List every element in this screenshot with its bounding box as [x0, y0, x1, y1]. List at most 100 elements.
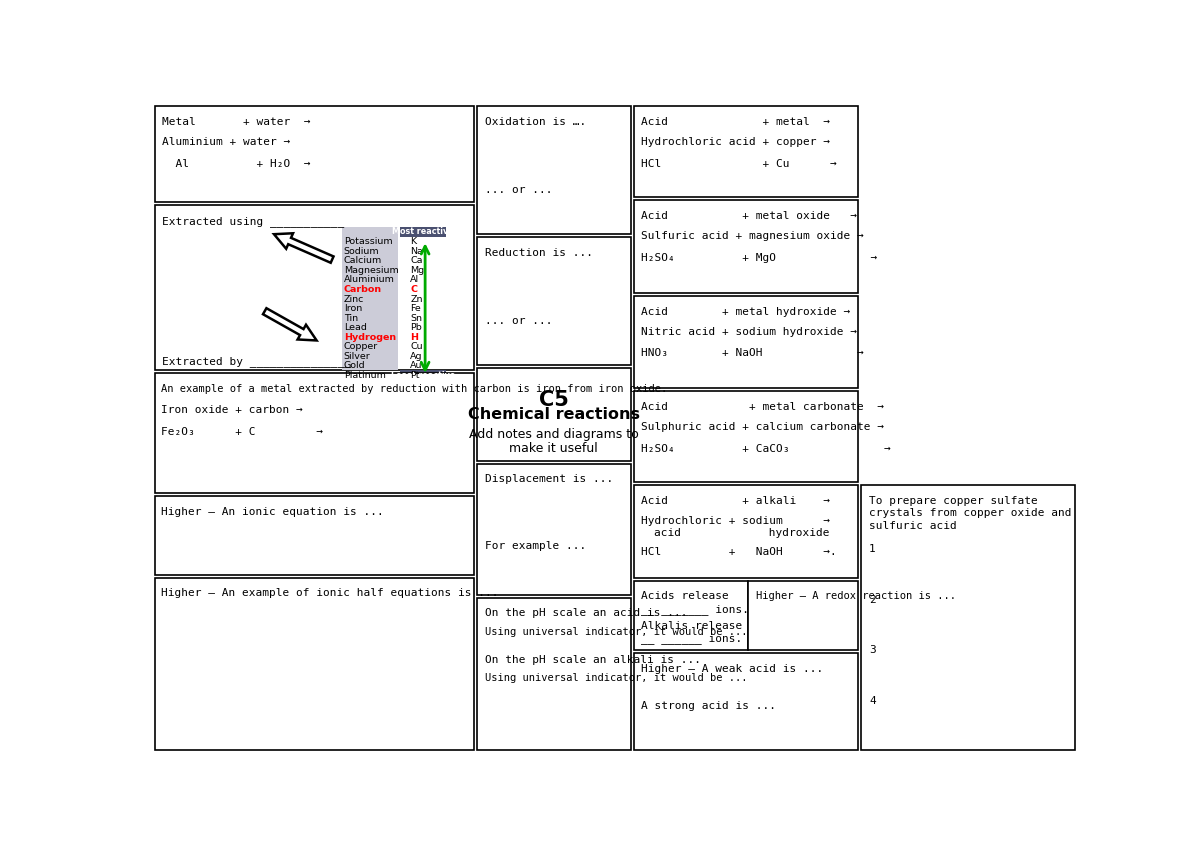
Text: Acid              + metal  →: Acid + metal →: [641, 117, 830, 127]
Text: Aluminium: Aluminium: [343, 276, 395, 284]
Text: acid             hydroxide: acid hydroxide: [654, 528, 829, 538]
Text: Iron: Iron: [343, 304, 362, 313]
Text: HCl          +   NaOH      →.: HCl + NaOH →.: [641, 547, 838, 557]
Text: crystals from copper oxide and: crystals from copper oxide and: [869, 508, 1072, 518]
Text: Lead: Lead: [343, 323, 367, 332]
Text: Reduction is ...: Reduction is ...: [485, 248, 593, 258]
Text: Least reactive: Least reactive: [391, 371, 455, 380]
Text: Fe: Fe: [410, 304, 421, 313]
Bar: [155, 106, 474, 202]
Text: 1: 1: [869, 544, 876, 554]
Text: To prepare copper sulfate: To prepare copper sulfate: [869, 496, 1038, 506]
Text: Metal       + water  →: Metal + water →: [162, 117, 311, 127]
Text: Al          + H₂O  →: Al + H₂O →: [162, 159, 311, 169]
Text: Acid           + alkali    →: Acid + alkali →: [641, 496, 830, 506]
Bar: [155, 373, 474, 493]
Bar: [155, 205, 474, 370]
Bar: [478, 106, 630, 234]
Text: Ag: Ag: [410, 352, 422, 361]
Text: For example ...: For example ...: [485, 541, 586, 550]
Text: K: K: [410, 237, 416, 246]
Bar: [478, 237, 630, 365]
Text: Displacement is ...: Displacement is ...: [485, 474, 613, 484]
Text: __ _______ ions.: __ _______ ions.: [641, 604, 749, 615]
Text: Sulfuric acid + magnesium oxide →: Sulfuric acid + magnesium oxide →: [641, 232, 864, 241]
Text: Silver: Silver: [343, 352, 371, 361]
Text: Using universal indicator, it would be ...: Using universal indicator, it would be .…: [485, 627, 748, 637]
Text: Higher – A redox reaction is ...: Higher – A redox reaction is ...: [756, 592, 956, 601]
Text: Hydrogen: Hydrogen: [343, 332, 396, 342]
Text: HCl               + Cu      →: HCl + Cu →: [641, 159, 838, 169]
Text: C: C: [410, 285, 418, 294]
Text: Chemical reactions: Chemical reactions: [468, 407, 640, 421]
Bar: [342, 227, 398, 371]
Text: Oxidation is ….: Oxidation is ….: [485, 117, 586, 127]
Text: Ca: Ca: [410, 256, 422, 265]
Text: Nitric acid + sodium hydroxide →: Nitric acid + sodium hydroxide →: [641, 326, 857, 337]
Text: H₂SO₄          + MgO              →: H₂SO₄ + MgO →: [641, 253, 877, 263]
Bar: [155, 496, 474, 575]
Text: Zinc: Zinc: [343, 294, 364, 304]
Text: Pt: Pt: [410, 371, 420, 380]
Text: Calcium: Calcium: [343, 256, 382, 265]
Bar: [155, 577, 474, 750]
Text: Acid        + metal hydroxide →: Acid + metal hydroxide →: [641, 307, 851, 316]
Bar: [862, 485, 1075, 750]
Bar: [478, 598, 630, 750]
Text: An example of a metal extracted by reduction with carbon is iron from iron oxide: An example of a metal extracted by reduc…: [161, 383, 667, 393]
Bar: [478, 464, 630, 594]
Text: Hydrochloric + sodium      →: Hydrochloric + sodium →: [641, 516, 830, 526]
Text: Higher – An example of ionic half equations is ...: Higher – An example of ionic half equati…: [161, 589, 498, 599]
Text: Tin: Tin: [343, 314, 358, 323]
Bar: [749, 581, 858, 650]
Bar: [478, 368, 630, 460]
Bar: [400, 227, 446, 237]
Text: Most reactive: Most reactive: [392, 227, 454, 237]
Text: Mg: Mg: [410, 266, 425, 275]
Text: Extracted by _______________: Extracted by _______________: [162, 356, 352, 367]
Text: Potassium: Potassium: [343, 237, 392, 246]
Bar: [634, 296, 858, 388]
Text: __ ______ ions.: __ ______ ions.: [641, 633, 743, 644]
Text: 4: 4: [869, 696, 876, 706]
Text: Hydrochloric acid + copper →: Hydrochloric acid + copper →: [641, 137, 830, 148]
Text: Zn: Zn: [410, 294, 422, 304]
Text: HNO₃        + NaOH              →: HNO₃ + NaOH →: [641, 349, 864, 358]
Text: Al: Al: [410, 276, 420, 284]
Text: Carbon: Carbon: [343, 285, 382, 294]
Polygon shape: [274, 233, 334, 263]
Text: Sn: Sn: [410, 314, 422, 323]
Polygon shape: [263, 308, 317, 340]
Bar: [634, 106, 858, 198]
Text: Using universal indicator, it would be ...: Using universal indicator, it would be .…: [485, 673, 748, 683]
Text: Platinum: Platinum: [343, 371, 385, 380]
Text: On the pH scale an acid is ...: On the pH scale an acid is ...: [485, 608, 688, 618]
Text: Acid           + metal oxide   →: Acid + metal oxide →: [641, 211, 857, 221]
Bar: [400, 371, 446, 380]
Text: Higher – A weak acid is ...: Higher – A weak acid is ...: [641, 664, 823, 674]
Text: Magnesium: Magnesium: [343, 266, 398, 275]
Text: Fe₂O₃      + C         →: Fe₂O₃ + C →: [161, 427, 323, 437]
Text: C5: C5: [539, 390, 569, 410]
Text: Extracted using ___________: Extracted using ___________: [162, 215, 344, 226]
Text: 3: 3: [869, 645, 876, 656]
Text: Gold: Gold: [343, 361, 365, 371]
Text: ... or ...: ... or ...: [485, 315, 552, 326]
Text: H₂SO₄          + CaCO₃              →: H₂SO₄ + CaCO₃ →: [641, 444, 892, 454]
Text: A strong acid is ...: A strong acid is ...: [641, 700, 776, 711]
Text: Add notes and diagrams to: Add notes and diagrams to: [469, 428, 638, 441]
Text: Copper: Copper: [343, 343, 378, 351]
Text: Alkalis release: Alkalis release: [641, 621, 743, 631]
Bar: [634, 653, 858, 750]
Text: Iron oxide + carbon →: Iron oxide + carbon →: [161, 405, 302, 416]
Text: make it useful: make it useful: [510, 442, 598, 455]
Text: Sodium: Sodium: [343, 247, 379, 256]
Text: Acids release: Acids release: [641, 592, 730, 601]
Text: Pb: Pb: [410, 323, 422, 332]
Text: Acid            + metal carbonate  →: Acid + metal carbonate →: [641, 402, 884, 412]
Text: sulfuric acid: sulfuric acid: [869, 521, 956, 531]
Text: 2: 2: [869, 594, 876, 605]
Text: Higher – An ionic equation is ...: Higher – An ionic equation is ...: [161, 507, 384, 516]
Text: ... or ...: ... or ...: [485, 185, 552, 195]
Text: Cu: Cu: [410, 343, 424, 351]
